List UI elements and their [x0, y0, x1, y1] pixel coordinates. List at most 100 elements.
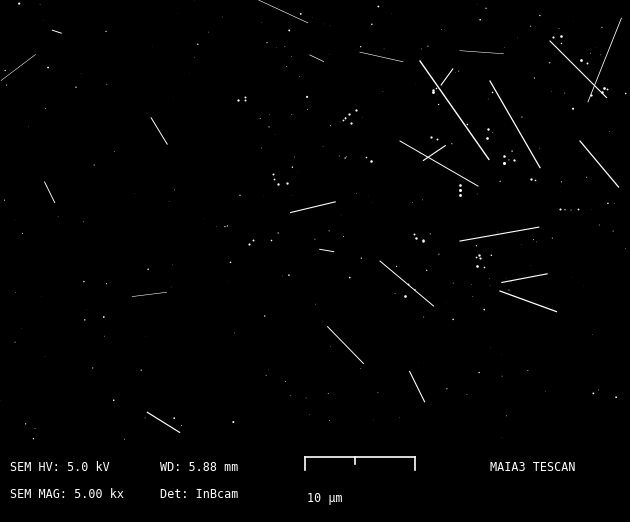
Point — [529, 235, 539, 244]
Point — [568, 104, 578, 113]
Point — [99, 313, 109, 321]
Point — [89, 161, 99, 169]
Point — [425, 133, 435, 141]
Point — [307, 13, 318, 21]
Point — [611, 393, 621, 401]
Point — [260, 312, 270, 320]
Point — [566, 206, 576, 214]
Point — [124, 292, 134, 300]
Point — [290, 153, 300, 161]
Point — [499, 152, 509, 160]
Point — [547, 33, 558, 41]
Point — [418, 196, 428, 204]
Point — [485, 282, 495, 290]
Point — [199, 214, 209, 222]
Point — [35, 1, 45, 9]
Point — [588, 330, 598, 339]
Point — [367, 20, 377, 29]
Point — [523, 366, 533, 375]
Point — [410, 80, 420, 89]
Point — [410, 286, 420, 294]
Point — [488, 128, 498, 137]
Point — [621, 244, 630, 253]
Point — [287, 52, 297, 61]
Point — [408, 198, 418, 207]
Point — [166, 283, 176, 291]
Point — [596, 51, 606, 59]
Point — [30, 424, 40, 433]
Point — [356, 364, 366, 373]
Point — [23, 123, 33, 131]
Point — [0, 196, 9, 204]
Point — [529, 74, 539, 82]
Point — [37, 292, 47, 301]
Point — [423, 42, 433, 50]
Point — [495, 177, 505, 185]
Point — [11, 288, 21, 296]
Point — [416, 45, 427, 53]
Point — [367, 198, 377, 206]
Point — [302, 93, 312, 101]
Point — [364, 191, 374, 199]
Point — [223, 278, 233, 286]
Point — [164, 197, 174, 206]
Point — [282, 179, 292, 187]
Point — [280, 377, 290, 386]
Point — [516, 241, 526, 249]
Point — [509, 156, 519, 164]
Point — [455, 180, 465, 188]
Point — [587, 91, 597, 100]
Point — [605, 127, 615, 135]
Point — [602, 85, 612, 93]
Point — [366, 157, 376, 165]
Point — [418, 237, 428, 245]
Point — [324, 50, 335, 58]
Point — [352, 189, 362, 197]
Point — [556, 177, 566, 186]
Point — [409, 203, 419, 211]
Point — [415, 149, 425, 157]
Text: WD: 5.88 mm: WD: 5.88 mm — [160, 461, 238, 474]
Point — [479, 263, 490, 271]
Point — [466, 280, 476, 289]
Point — [418, 236, 428, 244]
Point — [304, 411, 314, 419]
Point — [168, 260, 178, 269]
Point — [437, 25, 447, 33]
Point — [351, 106, 361, 114]
Point — [387, 9, 397, 18]
Point — [531, 238, 541, 246]
Point — [53, 212, 63, 221]
Point — [343, 110, 353, 118]
Point — [432, 135, 442, 143]
Point — [609, 199, 619, 207]
Point — [541, 387, 551, 396]
Point — [233, 96, 243, 104]
Point — [190, 0, 200, 5]
Point — [169, 94, 179, 102]
Point — [475, 254, 485, 262]
Point — [21, 420, 31, 428]
Point — [302, 105, 312, 113]
Point — [599, 84, 609, 92]
Point — [392, 262, 402, 270]
Point — [340, 113, 350, 122]
Point — [79, 278, 89, 286]
Point — [504, 286, 514, 294]
Point — [335, 118, 345, 126]
Point — [593, 386, 604, 394]
Point — [310, 235, 320, 243]
Point — [559, 89, 570, 97]
Point — [102, 80, 112, 89]
Point — [284, 271, 294, 279]
Point — [203, 28, 214, 37]
Point — [394, 413, 404, 422]
Point — [277, 272, 287, 280]
Point — [136, 366, 146, 374]
Point — [2, 81, 12, 89]
Point — [229, 329, 239, 337]
Point — [0, 66, 10, 75]
Point — [287, 110, 297, 118]
Point — [338, 116, 348, 124]
Point — [448, 279, 458, 287]
